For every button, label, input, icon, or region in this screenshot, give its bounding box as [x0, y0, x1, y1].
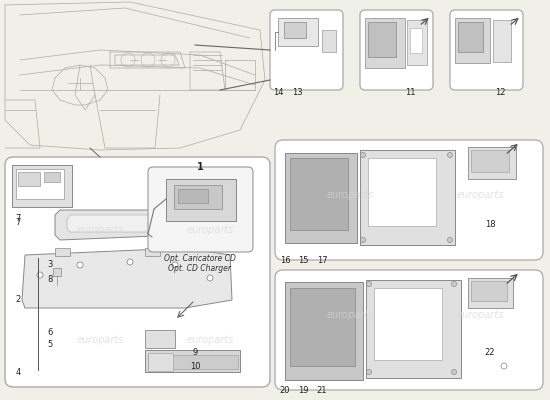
Bar [468, 278, 513, 308]
Text: 7: 7 [15, 218, 21, 227]
Text: 20: 20 [280, 386, 290, 395]
Text: europarts: europarts [326, 190, 373, 200]
Bar [471, 281, 507, 301]
Circle shape [360, 152, 366, 158]
Text: europarts: europarts [326, 310, 373, 320]
Text: 15: 15 [298, 256, 308, 265]
Bar [145, 330, 175, 348]
Circle shape [452, 370, 456, 374]
Bar [322, 30, 336, 52]
Polygon shape [67, 215, 178, 232]
Bar [166, 179, 236, 221]
Polygon shape [55, 210, 185, 240]
Text: 18: 18 [485, 220, 496, 229]
Circle shape [360, 238, 366, 242]
Text: 7: 7 [15, 214, 21, 223]
Bar [455, 18, 490, 63]
Bar [366, 280, 461, 378]
Text: 9: 9 [192, 348, 197, 357]
Text: 10: 10 [190, 362, 200, 371]
Text: 21: 21 [317, 386, 327, 395]
Text: 5: 5 [47, 340, 53, 349]
Text: europarts: europarts [76, 335, 124, 345]
FancyBboxPatch shape [5, 157, 270, 387]
Text: 8: 8 [47, 275, 53, 284]
Text: 22: 22 [485, 348, 495, 357]
Text: 2: 2 [15, 295, 21, 304]
Bar [284, 22, 306, 38]
Bar [407, 20, 427, 65]
Bar [16, 169, 64, 199]
Bar [374, 288, 442, 360]
Bar [18, 172, 40, 186]
Bar [410, 28, 422, 53]
FancyBboxPatch shape [275, 270, 543, 390]
Circle shape [127, 259, 133, 265]
Bar [178, 189, 208, 203]
Bar [148, 355, 238, 369]
Text: 11: 11 [405, 88, 415, 97]
Text: 16: 16 [280, 256, 290, 265]
Circle shape [207, 275, 213, 281]
FancyBboxPatch shape [148, 167, 253, 252]
FancyBboxPatch shape [360, 10, 433, 90]
Text: 12: 12 [495, 88, 505, 97]
Bar [368, 158, 436, 226]
Circle shape [452, 282, 456, 286]
Circle shape [77, 262, 83, 268]
Bar [468, 147, 516, 179]
Circle shape [448, 238, 453, 242]
Circle shape [501, 363, 507, 369]
Text: 17: 17 [317, 256, 327, 265]
Bar [55, 248, 70, 256]
Text: europarts: europarts [76, 225, 124, 235]
Bar [278, 18, 318, 46]
Text: Opt. Caricatore CD: Opt. Caricatore CD [164, 254, 236, 263]
Circle shape [172, 262, 178, 268]
Text: 13: 13 [292, 88, 302, 97]
Bar [12, 165, 72, 207]
Bar [368, 22, 396, 57]
Text: 14: 14 [273, 88, 283, 97]
Bar [365, 18, 405, 68]
Text: Opt. CD Charger: Opt. CD Charger [168, 264, 232, 273]
Bar [44, 172, 60, 182]
Text: europarts: europarts [186, 225, 234, 235]
Bar [174, 185, 222, 209]
Text: europarts: europarts [456, 190, 504, 200]
FancyBboxPatch shape [450, 10, 523, 90]
Bar [471, 150, 509, 172]
Text: 19: 19 [298, 386, 308, 395]
Text: 6: 6 [47, 328, 53, 337]
Bar [458, 22, 483, 52]
Text: 1: 1 [197, 162, 204, 172]
Bar [145, 248, 160, 256]
Circle shape [37, 272, 43, 278]
Bar [290, 288, 355, 366]
FancyBboxPatch shape [270, 10, 343, 90]
Bar [493, 20, 511, 62]
Polygon shape [22, 248, 232, 308]
Bar [148, 353, 173, 371]
FancyBboxPatch shape [275, 140, 543, 260]
Circle shape [366, 370, 371, 374]
Circle shape [366, 282, 371, 286]
Text: europarts: europarts [456, 310, 504, 320]
Bar [285, 282, 363, 380]
Circle shape [448, 152, 453, 158]
Bar [145, 350, 240, 372]
Bar [53, 268, 61, 276]
Text: 4: 4 [15, 368, 21, 377]
Text: europarts: europarts [186, 335, 234, 345]
Bar [285, 153, 357, 243]
Bar [290, 158, 348, 230]
Text: 3: 3 [47, 260, 53, 269]
Bar [360, 150, 455, 245]
